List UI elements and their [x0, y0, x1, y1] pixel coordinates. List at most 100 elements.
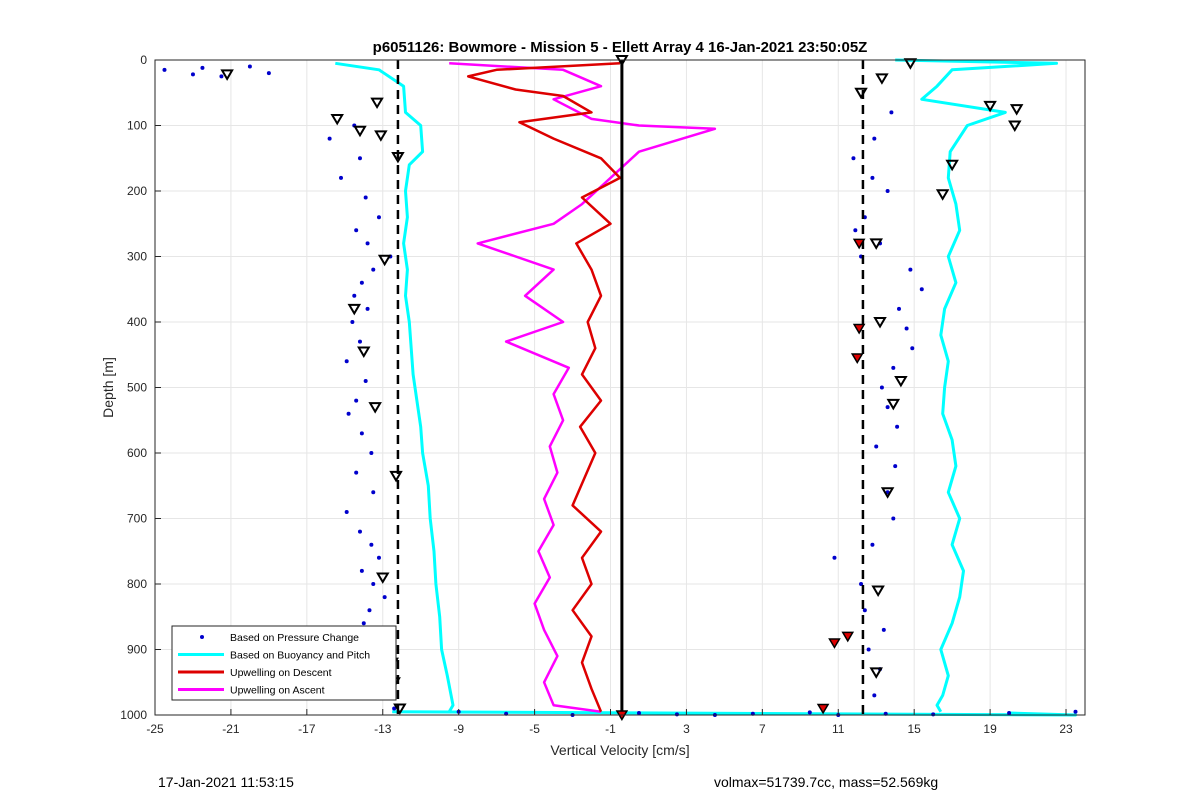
x-tick-label: 11	[832, 722, 845, 736]
pressure-point	[931, 712, 936, 717]
y-tick-label: 600	[127, 446, 147, 460]
y-tick-label: 900	[127, 643, 147, 657]
open-triangle-marker	[854, 87, 868, 100]
legend-label: Based on Pressure Change	[230, 632, 359, 644]
filled-triangle-marker	[852, 238, 866, 250]
pressure-point	[832, 555, 837, 560]
pressure-point	[363, 195, 368, 200]
pressure-point	[344, 359, 349, 364]
pressure-point	[919, 287, 924, 292]
plot-series	[162, 58, 1078, 717]
y-axis-label: Depth [m]	[100, 357, 116, 418]
x-tick-label: -13	[374, 722, 392, 736]
open-triangle-marker	[376, 572, 390, 584]
footer-vehicle-info: volmax=51739.7cc, mass=52.569kg	[714, 774, 939, 790]
y-tick-label: 800	[127, 577, 147, 591]
pressure-point	[908, 267, 913, 272]
open-triangle-marker	[330, 113, 344, 126]
pressure-point	[866, 647, 871, 652]
pressure-point	[266, 71, 271, 76]
pressure-point	[889, 110, 894, 115]
filled-triangle-marker	[828, 638, 841, 649]
filled-triangle-marker	[816, 703, 830, 715]
pressure-point	[247, 64, 252, 69]
pressure-point	[392, 706, 397, 711]
pressure-point	[369, 451, 374, 455]
pressure-point	[885, 189, 890, 193]
buoyancy-series-line	[895, 58, 1058, 713]
pressure-point	[891, 365, 896, 370]
open-triangle-marker	[894, 375, 908, 388]
legend: Based on Pressure Change Based on Buoyanc…	[171, 625, 397, 701]
open-triangle-marker	[945, 159, 959, 172]
pressure-point	[1007, 711, 1012, 716]
pressure-point	[359, 568, 364, 573]
buoyancy-series-line	[335, 61, 455, 713]
pressure-point	[870, 175, 875, 180]
x-tick-label: -5	[529, 722, 540, 736]
open-triangle-marker	[357, 346, 371, 358]
y-tick-label: 0	[140, 53, 147, 67]
pressure-point	[895, 424, 900, 429]
y-tick-label: 200	[127, 184, 147, 198]
x-tick-label: -17	[298, 722, 316, 736]
footer-timestamp: 17-Jan-2021 11:53:15	[158, 774, 294, 790]
pressure-point	[376, 215, 381, 220]
pressure-point	[350, 320, 355, 324]
pressure-point	[363, 378, 368, 383]
open-triangle-marker	[353, 125, 367, 138]
pressure-point	[881, 627, 886, 632]
filled-triangle-marker	[841, 631, 855, 643]
x-axis-label: Vertical Velocity [cm/s]	[550, 742, 689, 758]
open-triangle-marker	[983, 100, 997, 113]
open-triangle-marker	[347, 303, 362, 316]
chart-title: p6051126: Bowmore - Mission 5 - Ellett A…	[373, 39, 868, 56]
pressure-point	[361, 621, 366, 626]
open-triangle-marker	[871, 585, 885, 598]
legend-label: Upwelling on Ascent	[230, 685, 325, 697]
pressure-point	[674, 712, 679, 717]
pressure-point	[904, 326, 909, 331]
filled-triangle-marker	[852, 323, 866, 335]
pressure-point	[879, 385, 884, 390]
pressure-point	[352, 293, 357, 298]
x-tick-label: -25	[146, 722, 164, 736]
open-triangle-marker	[220, 69, 234, 81]
x-tick-label: 15	[908, 722, 922, 736]
y-tick-label: 500	[127, 381, 147, 395]
y-tick-label: 100	[127, 119, 147, 133]
open-triangle-marker	[393, 703, 407, 715]
open-triangle-marker	[873, 317, 887, 329]
legend-swatch-pressure	[200, 635, 204, 639]
pressure-point	[371, 490, 376, 495]
filled-triangle-marker	[850, 353, 864, 365]
x-tick-label: 7	[759, 722, 766, 736]
pressure-point	[870, 542, 875, 547]
x-tick-label: -21	[222, 722, 240, 736]
pressure-point	[219, 74, 224, 79]
pressure-point	[369, 542, 374, 547]
x-tick-label: 19	[983, 722, 997, 736]
pressure-point	[862, 608, 867, 613]
pressure-point	[339, 175, 343, 180]
pressure-point	[357, 156, 362, 161]
pressure-point	[376, 555, 381, 560]
pressure-point	[162, 67, 167, 72]
pressure-point	[807, 710, 812, 715]
reference-lines	[396, 60, 865, 715]
pressure-point	[357, 529, 362, 534]
pressure-point	[891, 516, 896, 521]
open-triangle-marker	[389, 470, 403, 483]
y-tick-label: 1000	[120, 708, 147, 722]
pressure-point	[872, 136, 877, 141]
x-tick-label: -1	[605, 722, 616, 736]
pressure-point	[893, 464, 898, 469]
legend-box	[171, 625, 397, 701]
pressure-point	[853, 228, 858, 233]
pressure-point	[910, 346, 915, 351]
open-triangle-marker	[886, 398, 901, 411]
pressure-point	[636, 711, 641, 716]
open-triangle-marker	[1009, 104, 1024, 116]
descent-series-line	[466, 62, 622, 713]
open-triangle-marker	[1008, 120, 1022, 132]
